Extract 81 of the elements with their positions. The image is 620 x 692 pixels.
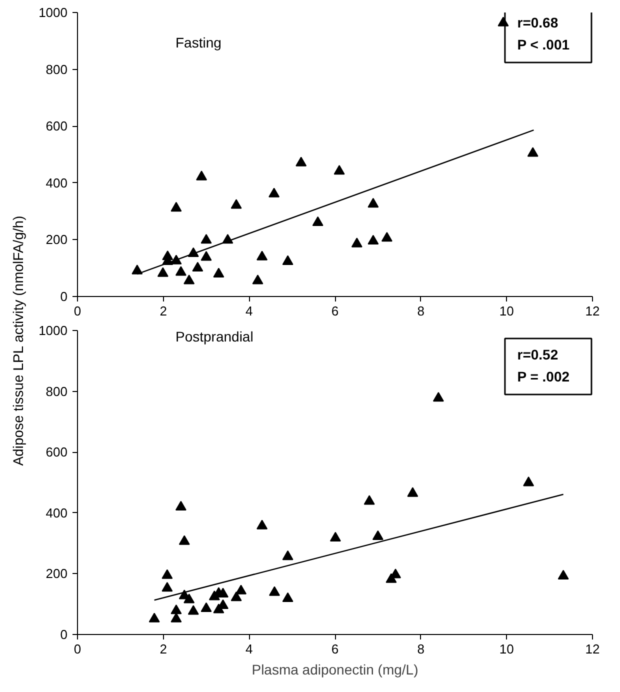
x-axis-title: Plasma adiponectin (mg/L) [252, 662, 418, 678]
y-tick-label: 800 [46, 62, 68, 77]
point [200, 234, 212, 244]
y-tick-label: 400 [46, 505, 68, 520]
point [334, 164, 345, 175]
point [330, 532, 341, 542]
y-tick-label: 200 [46, 566, 68, 582]
annotation: r=0.52 [517, 346, 558, 362]
point [268, 586, 280, 596]
x-tick-label: 2 [160, 642, 167, 656]
point [230, 199, 242, 209]
point [148, 612, 160, 622]
point [282, 592, 294, 602]
y-tick-label: 0 [60, 627, 68, 642]
x-tick-label: 6 [331, 642, 339, 656]
point [132, 264, 143, 274]
x-tick-label: 2 [160, 304, 167, 318]
point [162, 569, 173, 579]
point [184, 594, 195, 604]
annotation: Postprandial [176, 328, 254, 344]
point [268, 188, 280, 198]
y-tick-label: 0 [60, 289, 68, 304]
point [282, 255, 294, 265]
point [372, 530, 384, 540]
x-tick-label: 4 [246, 304, 253, 318]
x-tick-label: 12 [585, 642, 600, 656]
x-tick-label: 8 [417, 304, 424, 318]
annotation: P < .001 [517, 36, 570, 52]
point [368, 198, 379, 208]
point [256, 520, 268, 530]
x-tick-label: 6 [331, 304, 339, 318]
y-tick-label: 400 [46, 175, 68, 190]
point [407, 487, 418, 497]
point [192, 262, 204, 272]
point [527, 147, 538, 157]
x-tick-label: 4 [246, 642, 253, 656]
point [523, 476, 534, 486]
point [196, 170, 208, 180]
point [252, 274, 264, 284]
point [178, 535, 190, 545]
point [381, 232, 392, 242]
point [184, 274, 195, 284]
point [236, 584, 247, 594]
x-tick-label: 10 [499, 642, 514, 656]
point [188, 605, 199, 615]
y-tick-label: 200 [46, 232, 68, 248]
y-tick-label: 1000 [38, 5, 68, 20]
point [213, 268, 224, 278]
y-tick-label: 600 [46, 118, 68, 134]
y-axis-title: Adipose tissue LPL activity (nmolFA/g/h) [10, 216, 26, 466]
point [230, 591, 242, 602]
x-tick-label: 8 [417, 642, 424, 656]
point [157, 267, 168, 277]
x-tick-label: 10 [499, 304, 514, 318]
point [256, 250, 268, 260]
point [170, 604, 182, 614]
point [170, 202, 182, 212]
point [162, 582, 173, 592]
point [217, 588, 228, 598]
annotation: r=0.68 [517, 14, 558, 30]
x-tick-label: 0 [74, 304, 82, 318]
y-tick-label: 800 [46, 384, 68, 399]
point [558, 570, 569, 580]
point [175, 500, 186, 511]
point [364, 495, 375, 505]
y-tick-label: 600 [46, 444, 68, 460]
point [170, 612, 182, 622]
x-tick-label: 12 [585, 304, 600, 318]
point [432, 392, 444, 402]
point [175, 266, 186, 276]
point [200, 251, 212, 261]
annotation: P = .002 [517, 368, 570, 384]
point [200, 602, 212, 612]
x-tick-label: 0 [74, 642, 82, 656]
point [312, 216, 324, 226]
point [296, 156, 307, 166]
y-tick-label: 1000 [38, 323, 68, 338]
point [351, 238, 362, 248]
point [368, 234, 379, 245]
point [282, 550, 294, 560]
annotation: Fasting [176, 34, 222, 50]
